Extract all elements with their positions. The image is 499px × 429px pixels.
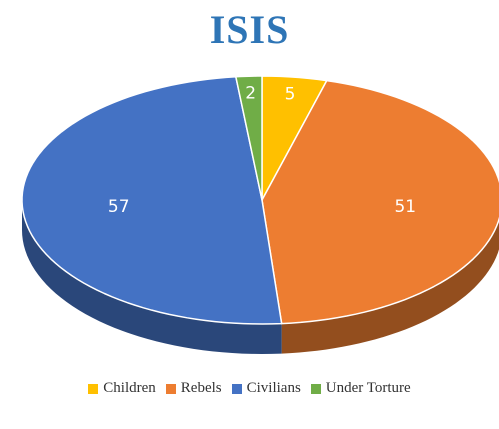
legend-item: Rebels (165, 380, 222, 397)
pie-slice-under-torture (235, 75, 263, 201)
legend-item: Civilians (231, 380, 301, 397)
data-label-under-torture: 2 (245, 84, 256, 104)
legend-label: Rebels (180, 380, 222, 396)
chart-title: ISIS (209, 7, 290, 52)
legend-item: Under Torture (310, 380, 411, 397)
legend-label: Civilians (246, 380, 301, 396)
legend-swatch (310, 383, 321, 394)
legend-swatch (88, 383, 99, 394)
pie-slice-rebels (261, 79, 499, 325)
legend-swatch (231, 383, 242, 394)
pie-side-rebels (281, 219, 499, 354)
data-label-civilians: 57 (108, 197, 130, 217)
legend: Children Rebels Civilians Under Torture (0, 380, 499, 397)
data-label-children: 5 (285, 84, 296, 104)
data-label-rebels: 51 (394, 197, 416, 217)
legend-swatch (165, 383, 176, 394)
pie-depth-layer (22, 200, 499, 354)
pie-top-layer (21, 75, 499, 325)
pie-side-civilians (22, 200, 282, 354)
legend-item: Children (88, 380, 156, 397)
legend-label: Under Torture (325, 380, 411, 396)
pie-label-layer: 5 51 57 2 (108, 84, 416, 218)
legend-label: Children (103, 380, 156, 396)
pie-slice-civilians (21, 75, 283, 325)
